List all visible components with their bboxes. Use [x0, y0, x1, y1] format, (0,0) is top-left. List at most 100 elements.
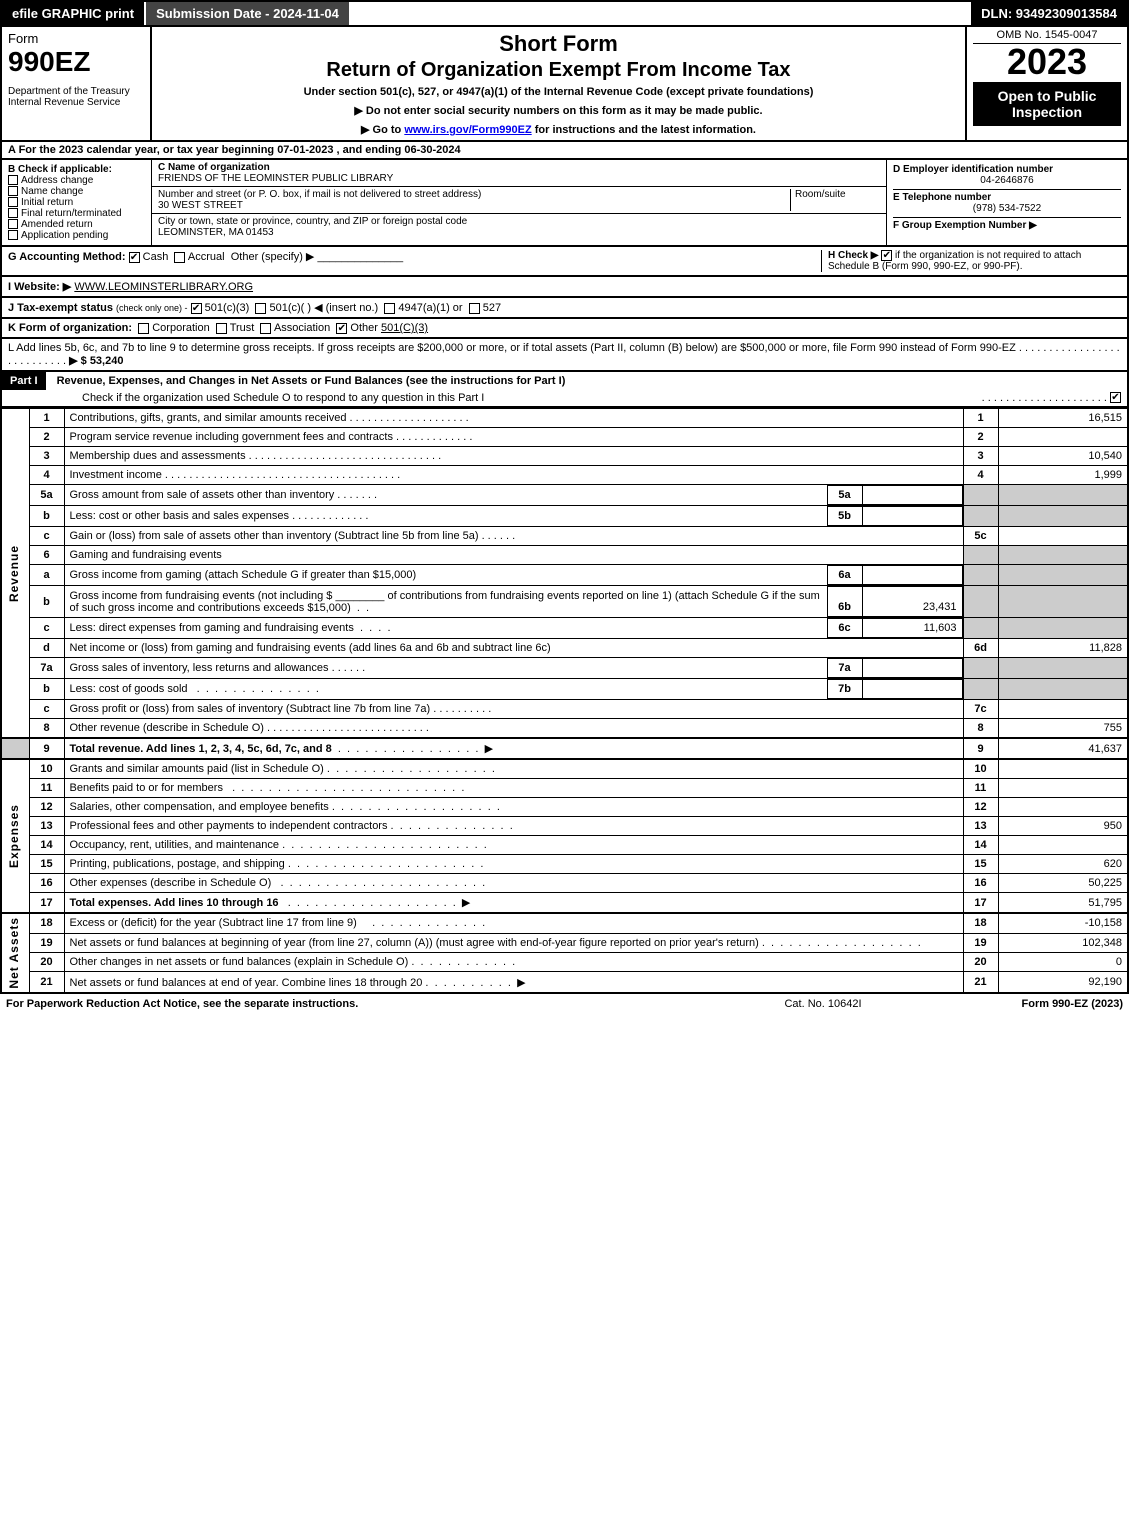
line-5b: bLess: cost or other basis and sales exp…	[1, 506, 1128, 527]
h-check[interactable]	[881, 250, 892, 261]
k-corp: Corporation	[152, 322, 209, 334]
line-6c: cLess: direct expenses from gaming and f…	[1, 618, 1128, 639]
title-return: Return of Organization Exempt From Incom…	[158, 59, 959, 82]
line-g: G Accounting Method: Cash Accrual Other …	[8, 250, 821, 272]
ein: 04-2646876	[893, 175, 1121, 186]
c-city-row: City or town, state or province, country…	[152, 214, 886, 240]
footer-catno: Cat. No. 10642I	[723, 998, 923, 1010]
j-4947-check[interactable]	[384, 303, 395, 314]
k-other-check[interactable]	[336, 323, 347, 334]
note-ssn: ▶ Do not enter social security numbers o…	[158, 104, 959, 117]
line-4: 4Investment income . . . . . . . . . . .…	[1, 466, 1128, 485]
j-501c3-check[interactable]	[191, 303, 202, 314]
c-city-label: City or town, state or province, country…	[158, 216, 880, 227]
form-header: Form 990EZ Department of the Treasury In…	[0, 27, 1129, 142]
website[interactable]: WWW.LEOMINSTERLIBRARY.ORG	[74, 281, 253, 293]
line-18: Net Assets 18Excess or (deficit) for the…	[1, 913, 1128, 933]
line-2: 2Program service revenue including gover…	[1, 428, 1128, 447]
g-accrual-check[interactable]	[174, 252, 185, 263]
form-number: 990EZ	[8, 46, 144, 78]
line-5c: cGain or (loss) from sale of assets othe…	[1, 527, 1128, 546]
org-city: LEOMINSTER, MA 01453	[158, 227, 880, 238]
line-i: I Website: ▶ WWW.LEOMINSTERLIBRARY.ORG	[0, 277, 1129, 298]
b-opt-final[interactable]: Final return/terminated	[8, 208, 145, 219]
line-6a: aGross income from gaming (attach Schedu…	[1, 565, 1128, 586]
l-amount: ▶ $ 53,240	[69, 355, 123, 367]
k-label: K Form of organization:	[8, 322, 132, 334]
line-15: 15Printing, publications, postage, and s…	[1, 855, 1128, 874]
topbar: efile GRAPHIC print Submission Date - 20…	[0, 0, 1129, 27]
j-501c-check[interactable]	[255, 303, 266, 314]
k-trust-check[interactable]	[216, 323, 227, 334]
line-h: H Check ▶ if the organization is not req…	[821, 250, 1121, 272]
footer-right: Form 990-EZ (2023)	[923, 998, 1123, 1010]
header-left: Form 990EZ Department of the Treasury In…	[2, 27, 152, 140]
section-bcd: B Check if applicable: Address change Na…	[0, 160, 1129, 247]
dln: DLN: 93492309013584	[971, 2, 1127, 25]
irs-link[interactable]: www.irs.gov/Form990EZ	[404, 124, 531, 136]
j-527-check[interactable]	[469, 303, 480, 314]
b-opt-pending[interactable]: Application pending	[8, 230, 145, 241]
g-label: G Accounting Method:	[8, 251, 126, 263]
tax-year: 2023	[973, 44, 1121, 80]
k-corp-check[interactable]	[138, 323, 149, 334]
open-public: Open to Public Inspection	[973, 82, 1121, 126]
line-7c: cGross profit or (loss) from sales of in…	[1, 700, 1128, 719]
section-b: B Check if applicable: Address change Na…	[2, 160, 152, 245]
note-goto-pre: ▶ Go to	[361, 124, 404, 136]
k-assoc-check[interactable]	[260, 323, 271, 334]
b-opt-name[interactable]: Name change	[8, 186, 145, 197]
b-opt-amended[interactable]: Amended return	[8, 219, 145, 230]
h-text1: H Check ▶	[828, 250, 878, 261]
note-goto-post: for instructions and the latest informat…	[532, 124, 756, 136]
line-17: 17Total expenses. Add lines 10 through 1…	[1, 893, 1128, 914]
efile-print-button[interactable]: efile GRAPHIC print	[2, 2, 144, 25]
line-6: 6Gaming and fundraising events	[1, 546, 1128, 565]
line-14: 14Occupancy, rent, utilities, and mainte…	[1, 836, 1128, 855]
form-label: Form	[8, 31, 144, 46]
k-assoc: Association	[274, 322, 330, 334]
line-11: 11Benefits paid to or for members . . . …	[1, 779, 1128, 798]
section-c: C Name of organization FRIENDS OF THE LE…	[152, 160, 887, 245]
dept-treasury: Department of the Treasury	[8, 86, 144, 97]
expenses-side: Expenses	[1, 759, 29, 913]
j-o3: 4947(a)(1) or	[398, 302, 462, 314]
g-cash-check[interactable]	[129, 252, 140, 263]
f-label: F Group Exemption Number ▶	[893, 217, 1121, 231]
e-label: E Telephone number	[893, 189, 1121, 203]
part1-sub: Check if the organization used Schedule …	[82, 392, 982, 404]
b-label: B Check if applicable:	[8, 164, 145, 175]
b-opt-address[interactable]: Address change	[8, 175, 145, 186]
c-street-label: Number and street (or P. O. box, if mail…	[158, 189, 790, 200]
part1-title: Revenue, Expenses, and Changes in Net As…	[49, 375, 566, 387]
line-20: 20Other changes in net assets or fund ba…	[1, 952, 1128, 971]
l-text: L Add lines 5b, 6c, and 7b to line 9 to …	[8, 342, 1016, 354]
line-6b: bGross income from fundraising events (n…	[1, 586, 1128, 618]
part1-header: Part I Revenue, Expenses, and Changes in…	[0, 372, 1129, 408]
line-j: J Tax-exempt status (check only one) - 5…	[0, 298, 1129, 319]
line-7a: 7aGross sales of inventory, less returns…	[1, 658, 1128, 679]
line-8: 8Other revenue (describe in Schedule O) …	[1, 719, 1128, 739]
line-3: 3Membership dues and assessments . . . .…	[1, 447, 1128, 466]
header-right: OMB No. 1545-0047 2023 Open to Public In…	[967, 27, 1127, 140]
line-gh: G Accounting Method: Cash Accrual Other …	[0, 247, 1129, 277]
c-name-row: C Name of organization FRIENDS OF THE LE…	[152, 160, 886, 187]
line-13: 13Professional fees and other payments t…	[1, 817, 1128, 836]
org-street: 30 WEST STREET	[158, 200, 790, 211]
revenue-side: Revenue	[1, 409, 29, 739]
phone: (978) 534-7522	[893, 203, 1121, 214]
org-name: FRIENDS OF THE LEOMINSTER PUBLIC LIBRARY	[158, 173, 880, 184]
line-1: Revenue 1Contributions, gifts, grants, a…	[1, 409, 1128, 428]
topbar-gap	[349, 2, 971, 25]
line-9: 9Total revenue. Add lines 1, 2, 3, 4, 5c…	[1, 738, 1128, 759]
i-label: I Website: ▶	[8, 281, 71, 293]
room-label: Room/suite	[790, 189, 880, 211]
part1-check[interactable]	[1110, 392, 1121, 403]
b-opt-initial[interactable]: Initial return	[8, 197, 145, 208]
part1-label: Part I	[2, 372, 46, 390]
c-name-label: C Name of organization	[158, 162, 880, 173]
line-a: A For the 2023 calendar year, or tax yea…	[0, 142, 1129, 160]
j-o2: 501(c)( ) ◀ (insert no.)	[269, 302, 378, 314]
note-goto: ▶ Go to www.irs.gov/Form990EZ for instru…	[158, 123, 959, 136]
j-o1: 501(c)(3)	[205, 302, 250, 314]
